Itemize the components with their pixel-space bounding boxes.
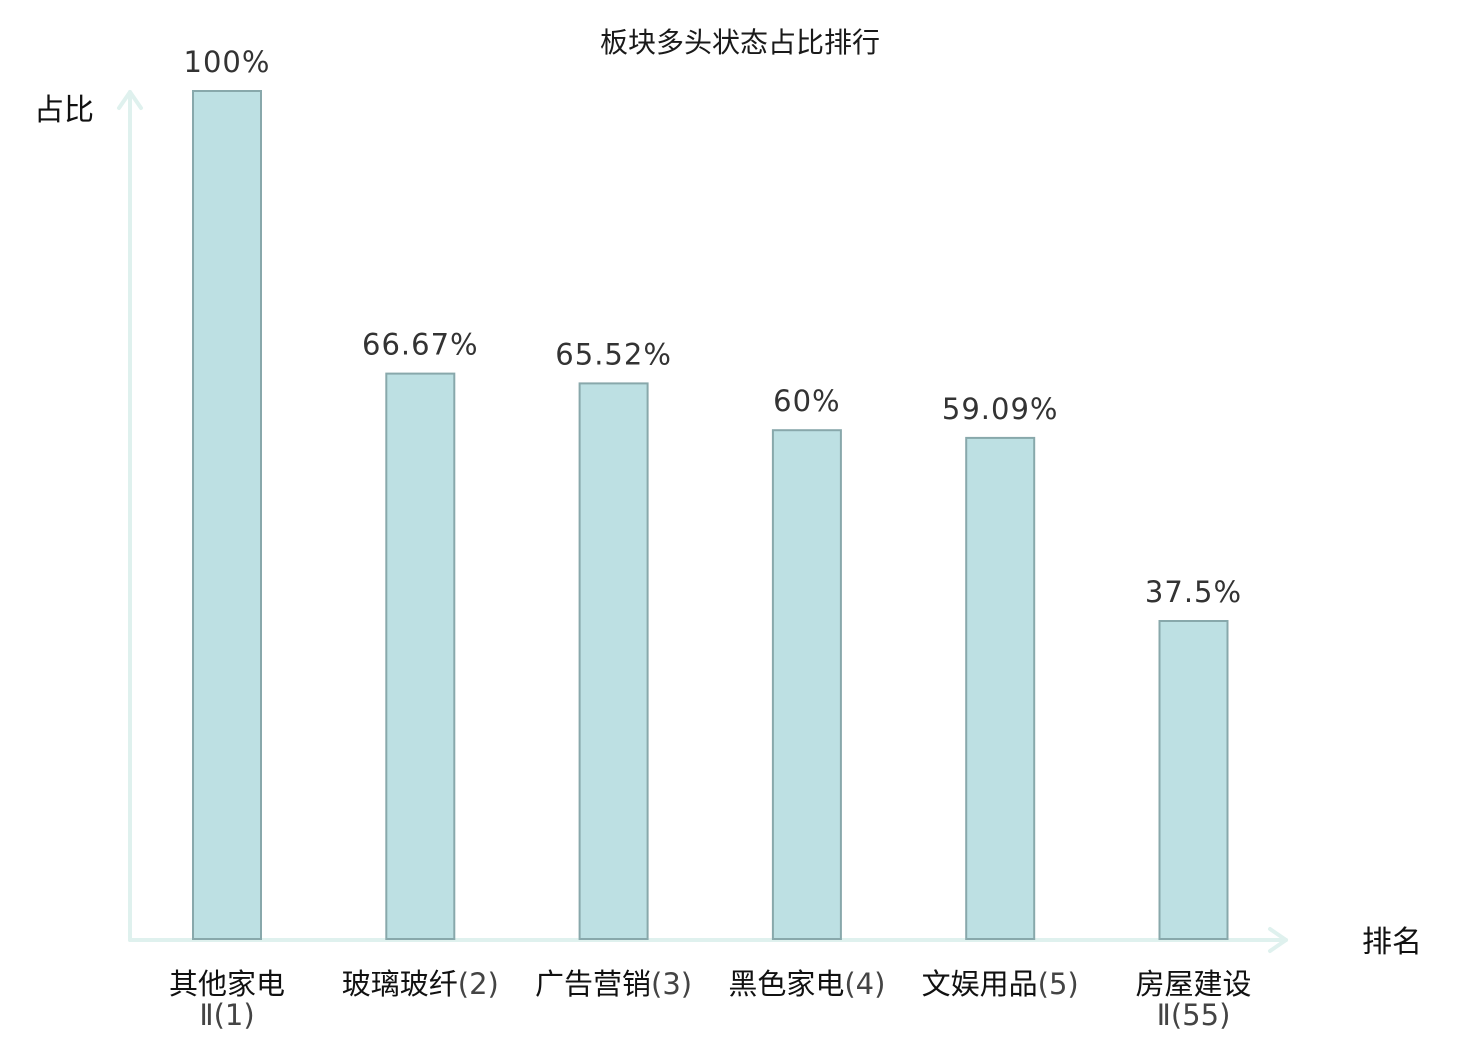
bar-5 [965,436,1036,940]
category-label-2: 玻璃玻纤(2) [342,967,499,1001]
category-label-4: 黑色家电(4) [728,967,885,1001]
category-label-3: 广告营销(3) [535,967,692,1001]
bars-group [192,90,1229,941]
category-rank-2: (2) [458,967,499,1001]
category-rank-3: (3) [651,967,692,1001]
bar-2 [385,372,456,941]
category-rank-1: Ⅱ(1) [199,998,254,1032]
bar-4 [771,429,842,940]
value-label-5: 59.09% [942,392,1059,426]
axes [117,90,1288,953]
category-rank-6: Ⅱ(55) [1157,998,1231,1032]
y-axis-label: 占比 [34,93,94,128]
category-rank-4: (4) [844,967,885,1001]
category-label-6: 房屋建设 [1135,967,1251,1001]
bar-1 [192,90,262,940]
bar-3 [578,382,649,940]
value-label-2: 66.67% [362,328,479,362]
category-name-2: 玻璃玻纤 [342,967,458,1001]
category-label-1: 其他家电 [169,967,285,1001]
value-label-6: 37.5% [1145,575,1242,609]
category-rank-5: (5) [1038,967,1079,1001]
category-name-4: 黑色家电 [728,967,844,1001]
category-name-3: 广告营销 [535,967,651,1001]
value-label-4: 60% [773,384,840,418]
y-axis-arrow [117,90,143,110]
bar-6 [1158,620,1229,940]
x-axis-arrow [1268,927,1288,953]
value-labels-group: 100% 66.67% 65.52% 60% 59.09% 37.5% [184,45,1242,609]
category-label-5: 文娱用品(5) [922,967,1079,1001]
chart-title: 板块多头状态占比排行 [600,26,880,59]
x-axis-label: 排名 [1362,925,1422,960]
value-label-3: 65.52% [555,337,672,371]
category-name-5: 文娱用品 [922,967,1038,1001]
value-label-1: 100% [184,45,271,79]
